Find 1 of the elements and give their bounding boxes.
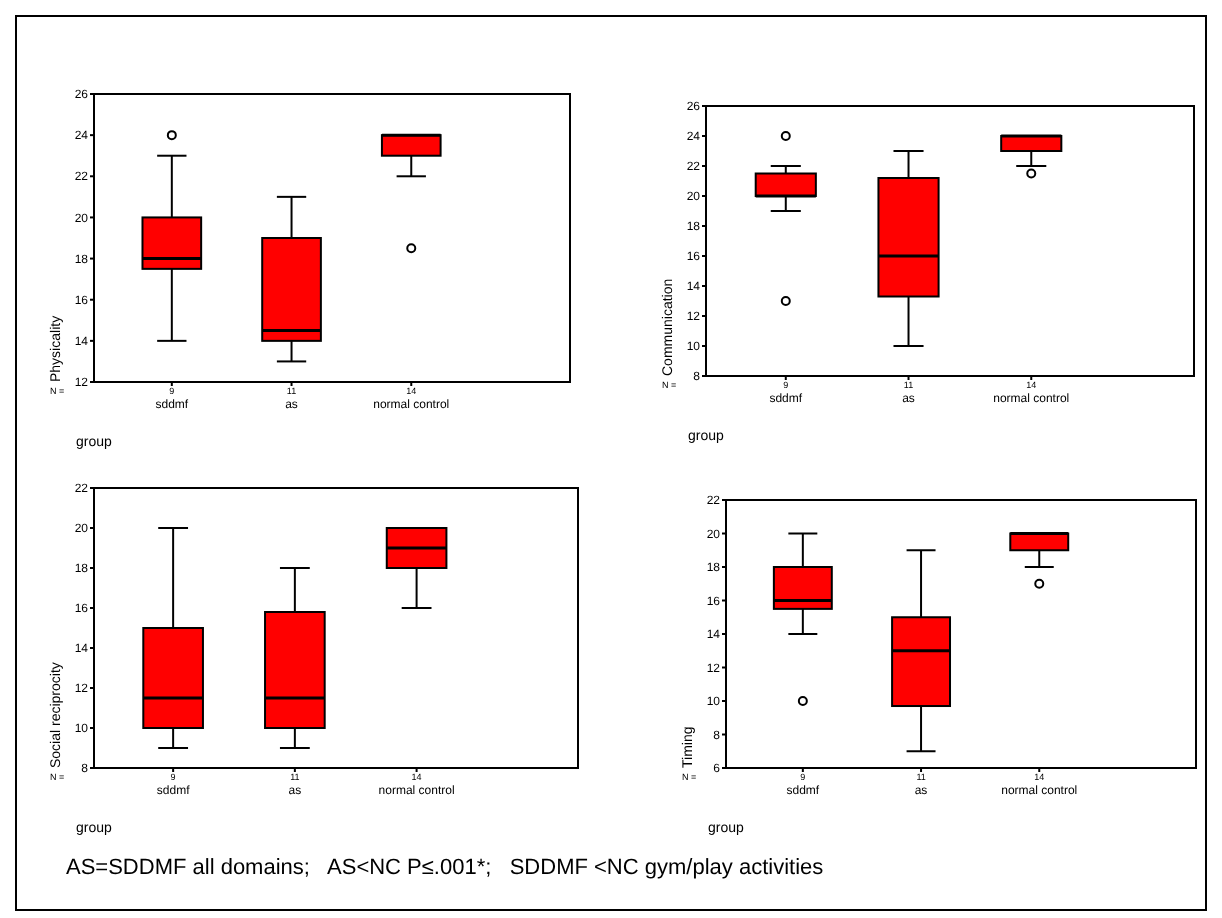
text: AS=SDDMF all domains; AS<NC P≤.001*; SDDMF <NC gym/play activities: [66, 856, 825, 880]
